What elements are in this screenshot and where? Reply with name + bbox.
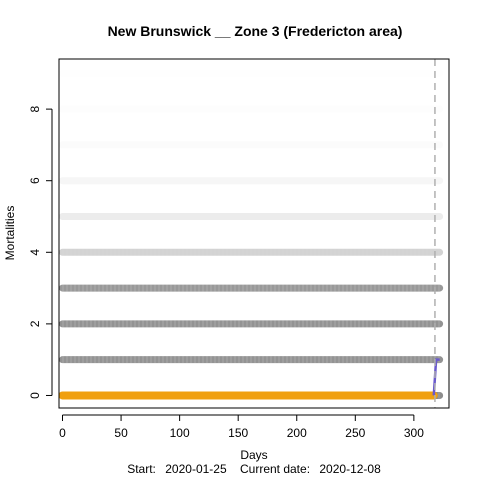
x-tick-label-100: 100	[170, 426, 190, 440]
x-axis-label: Days	[240, 448, 267, 462]
chart-title: New Brunswick __ Zone 3 (Fredericton are…	[108, 23, 403, 39]
x-tick-label-50: 50	[114, 426, 128, 440]
y-tick-label-4: 4	[28, 249, 42, 256]
y-axis-label: Mortalities	[3, 206, 17, 261]
start-date: 2020-01-25	[165, 462, 227, 476]
x-tick-label-150: 150	[228, 426, 248, 440]
x-tick-label-0: 0	[59, 426, 66, 440]
footer-dates: Start: 2020-01-25 Current date: 2020-12-…	[127, 462, 381, 476]
y-tick-label-0: 0	[28, 392, 42, 399]
x-tick-label-250: 250	[345, 426, 365, 440]
plot-frame	[58, 58, 450, 409]
y-tick-label-2: 2	[28, 320, 42, 327]
x-tick-label-300: 300	[404, 426, 424, 440]
y-axis: 0 2 4 6 8	[28, 105, 53, 399]
current-label: Current date:	[240, 462, 310, 476]
start-label: Start:	[127, 462, 156, 476]
y-tick-label-8: 8	[28, 105, 42, 112]
y-tick-label-6: 6	[28, 177, 42, 184]
current-date: 2020-12-08	[319, 462, 381, 476]
plot-points	[58, 59, 444, 408]
x-axis: 0 50 100 150 200 250 300	[59, 414, 424, 440]
x-tick-label-200: 200	[287, 426, 307, 440]
